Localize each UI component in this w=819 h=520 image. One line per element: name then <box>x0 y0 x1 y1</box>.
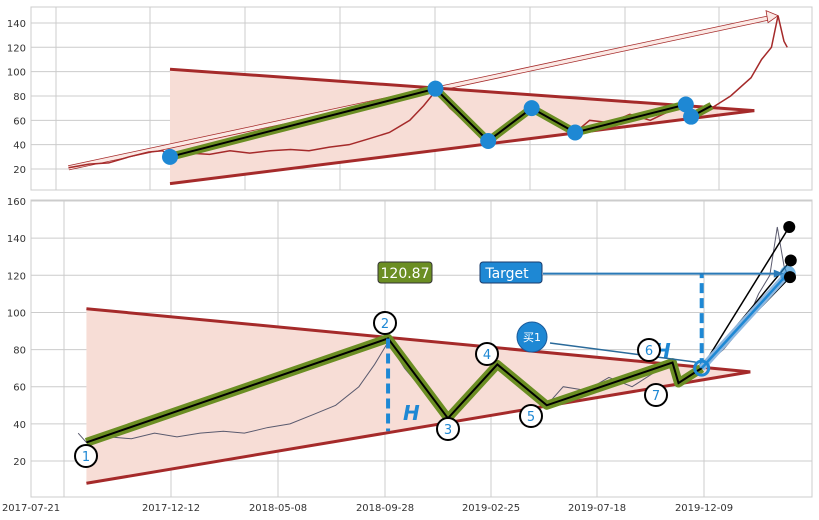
pattern-point-label: 2 <box>381 317 389 332</box>
pattern-point-marker <box>567 124 584 141</box>
buy-label: 买1 <box>523 331 541 344</box>
trend-arrow-head <box>765 10 779 24</box>
x-tick-label: 2017-12-12 <box>142 503 200 514</box>
top-chart: 20 40 60 80 100 120 140 <box>7 6 813 191</box>
pattern-point-label: 4 <box>483 348 491 363</box>
x-tick-label: 2017-07-21 <box>2 503 60 514</box>
y-tick-label: 20 <box>13 165 26 176</box>
pattern-point-marker <box>683 108 700 125</box>
height-label: H <box>403 401 420 425</box>
y-tick-label: 140 <box>7 19 26 30</box>
target-value-box <box>377 261 433 284</box>
pattern-point-marker <box>523 100 540 117</box>
pattern-point-label: 6 <box>645 344 653 359</box>
y-tick-label: 140 <box>7 234 26 245</box>
zigzag-line <box>86 337 703 444</box>
buy-marker <box>516 321 548 353</box>
end-point-marker <box>783 221 796 234</box>
triangle-upper-line <box>86 307 751 374</box>
y-tick-label: 80 <box>13 346 26 357</box>
y-tick-label: 40 <box>13 420 26 431</box>
pattern-point-circle <box>74 444 98 468</box>
target-arrow-head <box>773 269 784 278</box>
y-tick-label: 80 <box>13 92 26 103</box>
y-tick-label: 60 <box>13 383 26 394</box>
pattern-point-marker <box>427 80 444 97</box>
y-tick-label: 100 <box>7 308 26 319</box>
y-tick-label: 60 <box>13 116 26 127</box>
triangle-fill <box>170 69 755 184</box>
projection-line <box>701 226 790 369</box>
breakout-marker <box>693 359 711 377</box>
x-tick-label: 2019-07-18 <box>568 503 626 514</box>
target-label: Target <box>484 266 529 282</box>
pattern-point-circle <box>373 311 397 335</box>
target-line <box>700 272 789 369</box>
pattern-point-label: 1 <box>82 450 90 465</box>
end-point-marker <box>784 271 797 284</box>
x-tick-label: 2019-12-09 <box>675 503 733 514</box>
pattern-point-marker <box>677 96 694 113</box>
y-tick-label: 160 <box>7 197 26 208</box>
pattern-point-label: 7 <box>652 389 660 404</box>
target-value-label: 120.87 <box>381 266 430 282</box>
y-tick-label: 20 <box>13 457 26 468</box>
triangle-upper-line <box>169 67 755 113</box>
y-tick-label: 120 <box>7 43 26 54</box>
end-point-marker <box>784 254 797 267</box>
y-tick-label: 120 <box>7 271 26 282</box>
pattern-point-circle <box>644 383 668 407</box>
x-tick-label: 2018-05-08 <box>249 503 307 514</box>
pattern-point-circle <box>475 342 499 366</box>
y-tick-label: 100 <box>7 68 26 79</box>
buy-pointer-line <box>549 342 696 363</box>
pattern-point-marker <box>480 133 497 150</box>
x-tick-label: 2019-02-25 <box>462 503 520 514</box>
pattern-point-marker <box>162 148 178 165</box>
triangle-fill <box>86 308 751 484</box>
y-tick-label: 40 <box>13 141 26 152</box>
pattern-point-circle <box>436 417 460 441</box>
pattern-point-label: 3 <box>444 423 452 438</box>
pattern-point-circle <box>519 404 543 428</box>
x-tick-label: 2018-09-28 <box>356 503 414 514</box>
pattern-point-circle <box>637 338 661 362</box>
pattern-point-label: 5 <box>527 410 535 425</box>
target-box <box>479 261 543 284</box>
triangle-lower-line <box>86 370 751 485</box>
triangle-lower-line <box>169 109 755 186</box>
